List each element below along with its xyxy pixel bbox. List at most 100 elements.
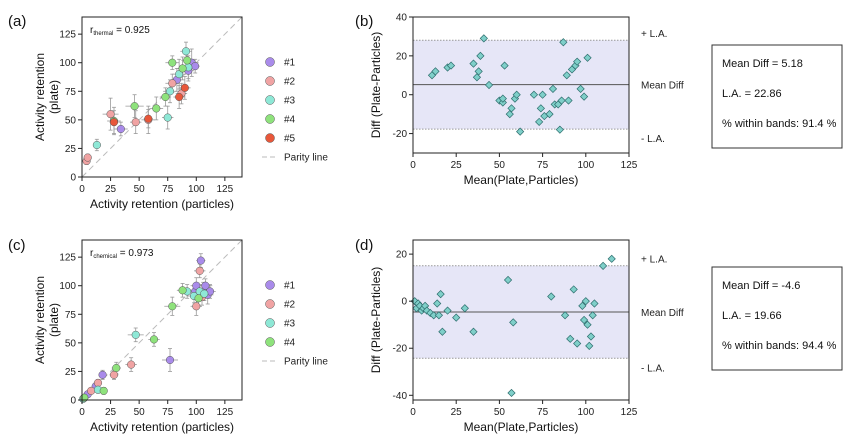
y-tick-label: -40 xyxy=(393,391,408,402)
data-point xyxy=(573,57,582,66)
data-point xyxy=(131,330,140,339)
y-tick-label: -20 xyxy=(393,344,408,355)
x-tick-label: 50 xyxy=(494,160,506,171)
legend-label: #4 xyxy=(284,115,296,126)
data-point xyxy=(585,341,594,350)
data-point xyxy=(191,62,200,71)
data-point xyxy=(181,47,191,56)
legend-label: #3 xyxy=(284,96,296,107)
data-point xyxy=(529,90,539,99)
data-point xyxy=(98,370,107,379)
data-point xyxy=(144,114,153,123)
y-tick-label: 25 xyxy=(65,367,77,378)
data-point xyxy=(469,327,478,336)
y-tick-label: 100 xyxy=(59,58,76,69)
panel-a: (a) rthermal = 0.925 #1 #2 #3 #4 #5 Parity line… xyxy=(8,13,328,211)
x-tick-label: 50 xyxy=(134,184,146,195)
x-tick-label: 25 xyxy=(105,184,117,195)
legend-marker xyxy=(265,57,275,67)
x-tick-label: 75 xyxy=(162,184,174,195)
data-point xyxy=(168,79,177,88)
lower-limit-label: - L.A. xyxy=(641,363,665,374)
data-point xyxy=(93,378,103,387)
data-point xyxy=(547,292,556,301)
panel-b: (b) + L.A. Mean Diff - L.A. Mean Diff = 5.18… xyxy=(355,13,843,187)
x-tick-label: 100 xyxy=(577,407,594,418)
data-point xyxy=(131,118,140,127)
x-tick-label: 100 xyxy=(188,184,205,195)
y-tick-label: 25 xyxy=(65,144,77,155)
y-tick-label: -20 xyxy=(393,129,408,140)
data-point xyxy=(196,256,205,265)
data-point xyxy=(116,124,125,134)
y-axis-label: Activity retention xyxy=(33,53,47,141)
x-tick-label: 50 xyxy=(494,407,506,418)
y-axis-label-line2: (plate) xyxy=(47,303,61,337)
data-point xyxy=(472,73,482,82)
data-point xyxy=(564,96,573,105)
y-tick-label: 0 xyxy=(401,297,407,308)
upper-limit-label: + L.A. xyxy=(641,255,667,266)
data-point xyxy=(562,71,571,80)
stats-line: Mean Diff = -4.6 xyxy=(722,280,800,292)
data-point xyxy=(509,318,518,327)
x-tick-label: 75 xyxy=(162,407,174,418)
legend-marker xyxy=(265,114,275,124)
data-point xyxy=(512,90,521,99)
data-point xyxy=(557,96,566,105)
correlation-prefix: r xyxy=(90,248,94,259)
data-point xyxy=(87,386,96,395)
x-axis-label: Activity retention (particles) xyxy=(90,420,234,434)
lower-limit-label: - L.A. xyxy=(641,134,665,145)
data-point xyxy=(516,127,525,136)
data-point xyxy=(560,311,570,320)
data-point xyxy=(507,388,516,398)
panel-label: (b) xyxy=(355,13,373,30)
data-point xyxy=(195,266,204,275)
legend-marker xyxy=(265,337,275,347)
data-point xyxy=(460,304,469,313)
data-point xyxy=(598,261,608,270)
x-tick-label: 100 xyxy=(188,407,205,418)
legend-marker xyxy=(265,299,275,309)
panel-label: (a) xyxy=(8,13,26,30)
stats-line: Mean Diff = 5.18 xyxy=(722,58,803,70)
data-point xyxy=(498,94,507,103)
y-tick-label: 20 xyxy=(396,51,408,62)
y-axis-label-line2: (plate) xyxy=(47,80,61,114)
data-point xyxy=(538,90,547,99)
y-tick-label: 75 xyxy=(65,310,77,321)
data-point xyxy=(161,92,170,102)
legend-label: #4 xyxy=(284,338,296,349)
x-tick-label: 0 xyxy=(79,184,85,195)
data-point xyxy=(168,302,177,311)
y-tick-label: 0 xyxy=(70,396,76,407)
x-tick-label: 0 xyxy=(410,407,416,418)
panel-c: (c) rchemical = 0.973 #1 #2 #3 #4 Parity line 0… xyxy=(8,237,328,434)
stats-line: % within bands: 91.4 % xyxy=(722,118,837,130)
data-point xyxy=(586,332,596,341)
mean-diff-label: Mean Diff xyxy=(641,308,684,319)
data-point xyxy=(127,360,136,369)
correlation-prefix: r xyxy=(90,25,94,36)
data-point xyxy=(559,38,568,47)
plot-frame xyxy=(81,239,243,401)
stats-line: % within bands: 94.4 % xyxy=(722,340,837,352)
legend-marker xyxy=(265,280,275,290)
data-point xyxy=(152,104,161,113)
x-tick-label: 0 xyxy=(79,407,85,418)
legend-parity-label: Parity line xyxy=(284,153,328,164)
data-point xyxy=(579,315,589,325)
correlation-label: rthermal = 0.925 xyxy=(90,25,150,37)
x-tick-label: 125 xyxy=(621,407,638,418)
data-point xyxy=(446,61,456,70)
data-point xyxy=(436,290,445,299)
data-point xyxy=(163,113,172,122)
correlation-subscript: thermal xyxy=(93,31,113,37)
x-tick-label: 25 xyxy=(105,407,117,418)
data-point xyxy=(165,355,175,365)
data-point xyxy=(99,386,108,395)
plot-frame xyxy=(81,16,243,178)
data-point xyxy=(434,311,444,320)
data-point xyxy=(590,299,599,308)
